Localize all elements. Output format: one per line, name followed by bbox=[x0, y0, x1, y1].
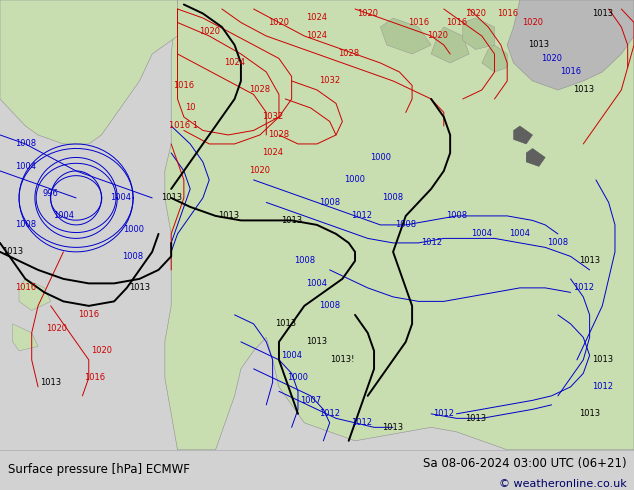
Text: 1013: 1013 bbox=[528, 41, 550, 49]
Text: 1013: 1013 bbox=[579, 409, 600, 418]
Text: 1013: 1013 bbox=[275, 319, 296, 328]
Text: 1032: 1032 bbox=[319, 76, 340, 85]
Text: 1013: 1013 bbox=[217, 211, 239, 220]
Text: 1000: 1000 bbox=[370, 153, 391, 162]
Text: 1013: 1013 bbox=[281, 216, 302, 225]
Text: 1020: 1020 bbox=[91, 346, 112, 355]
Text: 1004: 1004 bbox=[15, 162, 36, 171]
Text: 1013: 1013 bbox=[465, 414, 486, 423]
Text: 1013: 1013 bbox=[573, 85, 594, 95]
Text: 1024: 1024 bbox=[306, 31, 328, 41]
Text: 1016: 1016 bbox=[78, 310, 100, 319]
Text: 996: 996 bbox=[42, 189, 59, 198]
Text: 1013!: 1013! bbox=[330, 355, 354, 365]
Text: 1004: 1004 bbox=[53, 211, 74, 220]
Text: 1008: 1008 bbox=[294, 256, 315, 266]
Text: 1008: 1008 bbox=[547, 239, 569, 247]
Text: 1000: 1000 bbox=[122, 225, 144, 234]
Text: 1016: 1016 bbox=[15, 283, 36, 293]
Text: 1020: 1020 bbox=[357, 9, 378, 18]
Text: 1028: 1028 bbox=[338, 49, 359, 58]
Text: 1013: 1013 bbox=[129, 283, 150, 293]
Text: 1020: 1020 bbox=[541, 54, 562, 63]
Text: 1028: 1028 bbox=[249, 85, 271, 95]
Text: 1012: 1012 bbox=[433, 409, 455, 418]
Text: 1004: 1004 bbox=[281, 351, 302, 360]
Polygon shape bbox=[463, 18, 495, 49]
Text: 1004: 1004 bbox=[471, 229, 493, 239]
Text: 1008: 1008 bbox=[319, 198, 340, 207]
Polygon shape bbox=[19, 279, 51, 310]
Text: 1020: 1020 bbox=[427, 31, 448, 41]
Text: 1013: 1013 bbox=[579, 256, 600, 266]
Text: 1008: 1008 bbox=[446, 211, 467, 220]
Text: 1016: 1016 bbox=[496, 9, 518, 18]
Text: 1012: 1012 bbox=[351, 211, 372, 220]
Text: 1013: 1013 bbox=[306, 337, 328, 346]
Text: 10: 10 bbox=[185, 103, 195, 113]
Text: 1028: 1028 bbox=[268, 130, 290, 140]
Polygon shape bbox=[165, 0, 634, 450]
Text: Surface pressure [hPa] ECMWF: Surface pressure [hPa] ECMWF bbox=[8, 464, 190, 476]
Text: 1013: 1013 bbox=[592, 9, 613, 18]
Text: 1032: 1032 bbox=[262, 112, 283, 122]
Text: 1004: 1004 bbox=[110, 194, 131, 202]
Polygon shape bbox=[380, 18, 431, 54]
Text: 1020: 1020 bbox=[249, 167, 271, 175]
Text: Sa 08-06-2024 03:00 UTC (06+21): Sa 08-06-2024 03:00 UTC (06+21) bbox=[423, 457, 626, 470]
Text: 1013: 1013 bbox=[382, 423, 404, 432]
Text: 1008: 1008 bbox=[15, 140, 36, 148]
Text: 1013: 1013 bbox=[2, 247, 23, 256]
Text: 1012: 1012 bbox=[420, 239, 442, 247]
Text: 1016: 1016 bbox=[408, 18, 429, 27]
Polygon shape bbox=[507, 0, 634, 90]
Polygon shape bbox=[526, 148, 545, 167]
Text: 1016: 1016 bbox=[560, 68, 581, 76]
Text: 1024: 1024 bbox=[224, 58, 245, 68]
Text: 1008: 1008 bbox=[15, 220, 36, 229]
Text: 1024: 1024 bbox=[262, 148, 283, 157]
Text: 1012: 1012 bbox=[592, 382, 613, 392]
Text: 1020: 1020 bbox=[198, 27, 220, 36]
Text: 1016: 1016 bbox=[173, 81, 195, 90]
Text: 1020: 1020 bbox=[268, 18, 290, 27]
Text: 1016 1: 1016 1 bbox=[169, 122, 198, 130]
Text: 1016: 1016 bbox=[446, 18, 467, 27]
Text: 1008: 1008 bbox=[395, 220, 417, 229]
Text: © weatheronline.co.uk: © weatheronline.co.uk bbox=[499, 479, 626, 489]
Text: 1020: 1020 bbox=[522, 18, 543, 27]
Text: 1008: 1008 bbox=[319, 301, 340, 310]
Text: 1008: 1008 bbox=[382, 194, 404, 202]
Text: 1004: 1004 bbox=[509, 229, 531, 239]
Text: 1012: 1012 bbox=[351, 418, 372, 427]
Text: 1007: 1007 bbox=[300, 396, 321, 405]
Text: 1020: 1020 bbox=[46, 324, 68, 333]
Text: 1013: 1013 bbox=[592, 355, 613, 365]
Polygon shape bbox=[431, 27, 469, 63]
Text: 1012: 1012 bbox=[319, 409, 340, 418]
Text: 1004: 1004 bbox=[306, 279, 328, 288]
Text: 1012: 1012 bbox=[573, 283, 594, 293]
Text: 1013: 1013 bbox=[160, 194, 182, 202]
Text: 1000: 1000 bbox=[287, 373, 309, 382]
Text: 1024: 1024 bbox=[306, 14, 328, 23]
Polygon shape bbox=[0, 0, 178, 144]
Text: 1016: 1016 bbox=[84, 373, 106, 382]
Text: 1000: 1000 bbox=[344, 175, 366, 184]
Text: 1008: 1008 bbox=[122, 252, 144, 261]
Polygon shape bbox=[13, 324, 38, 351]
Polygon shape bbox=[482, 45, 507, 72]
Polygon shape bbox=[514, 126, 533, 144]
Text: 1020: 1020 bbox=[465, 9, 486, 18]
Text: 1013: 1013 bbox=[40, 378, 61, 387]
